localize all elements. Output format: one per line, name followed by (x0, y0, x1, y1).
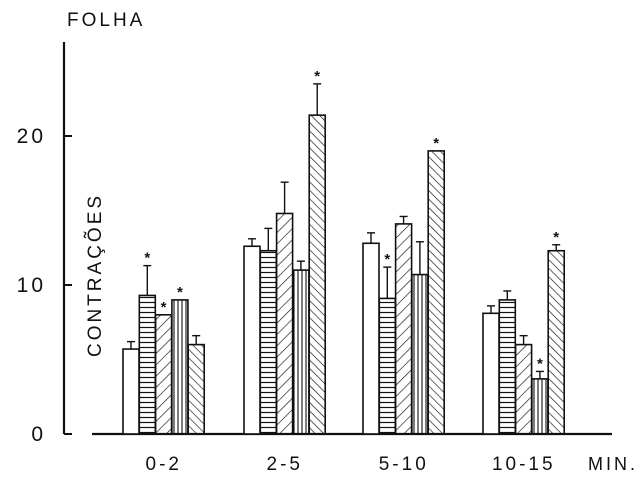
chart-title: FOLHA (67, 10, 145, 31)
significance-marker: * (384, 251, 390, 268)
significance-marker: * (177, 284, 183, 301)
significance-marker: * (314, 68, 320, 85)
significance-marker: * (144, 250, 150, 267)
significance-marker: * (433, 135, 439, 152)
significance-marker: * (161, 299, 167, 316)
y-tick-label: 10 (17, 274, 46, 297)
bar (259, 249, 278, 435)
y-axis-label: CONTRAÇÕES (84, 193, 106, 357)
bar (171, 299, 189, 435)
x-tick-label: 0-2 (146, 454, 182, 475)
bar (514, 343, 533, 435)
bar (187, 343, 205, 435)
y-tick-label: 0 (31, 423, 46, 446)
bar (122, 348, 140, 435)
y-tick-label: 20 (17, 125, 46, 148)
bar (138, 294, 157, 435)
bar (362, 242, 380, 435)
bar (482, 312, 500, 435)
bar (308, 114, 327, 435)
bar (154, 313, 173, 435)
x-tick-label: 2-5 (267, 454, 303, 475)
bar (292, 269, 310, 435)
significance-marker: * (553, 229, 559, 246)
x-tick-label: 5-10 (379, 454, 429, 475)
bar (498, 299, 517, 435)
bar (531, 378, 549, 435)
bar (427, 150, 446, 435)
significance-marker: * (537, 355, 543, 372)
x-axis-label: MIN. (588, 454, 638, 474)
bar (394, 223, 413, 435)
bar (243, 245, 261, 435)
bar (378, 297, 397, 435)
bar (411, 273, 429, 435)
x-tick-label: 10-15 (492, 454, 556, 475)
bar (547, 249, 566, 435)
bar (275, 212, 294, 435)
